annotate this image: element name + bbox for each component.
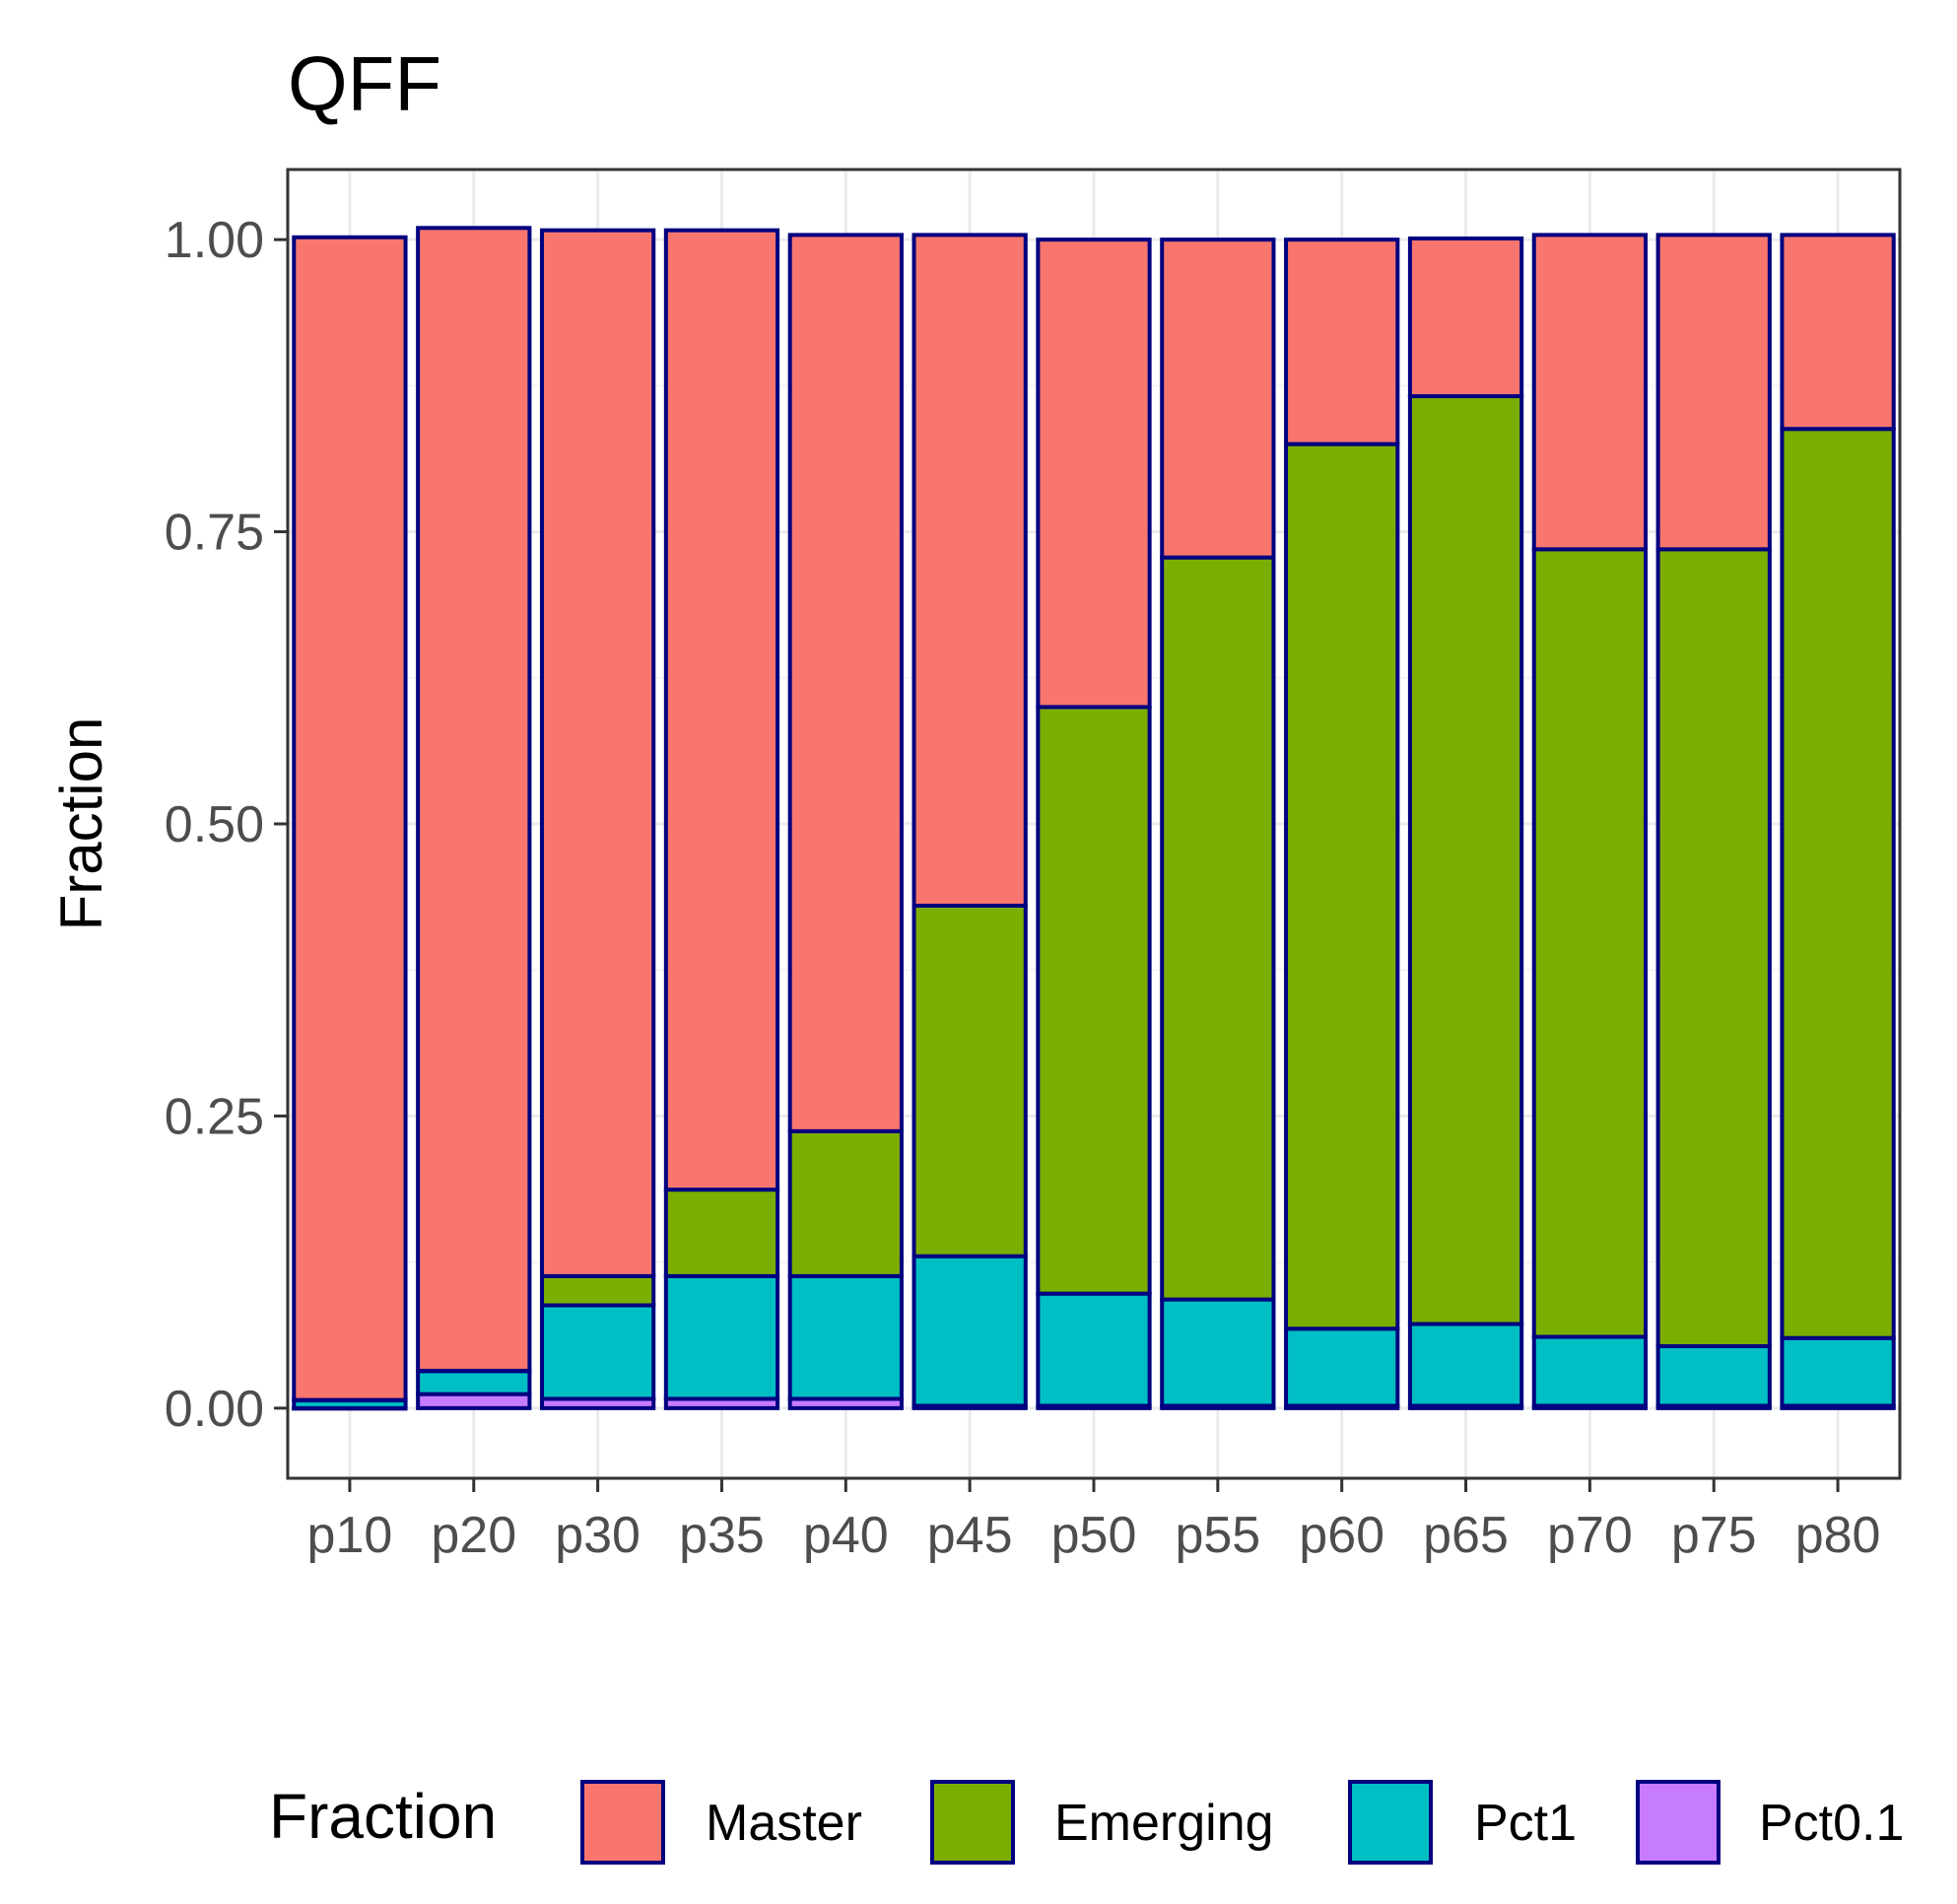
y-tick-label: 0.75 [165, 505, 264, 562]
bar-segment-master-p40: Master p40: 0.767 [787, 233, 904, 1133]
bar-segment-master-p35: Master p35: 0.821 [663, 228, 780, 1192]
x-tick-label-p80: p80 [1795, 1507, 1881, 1564]
x-tick-label-p70: p70 [1547, 1507, 1633, 1564]
bar-segment-pct1-p60: Pct1 p60: 0.066 [1284, 1326, 1400, 1408]
legend-key-pct0-1 [1636, 1780, 1721, 1865]
bar-segment-master-p10: Master p10: 0.995 [292, 235, 408, 1402]
bar-segment-master-p30: Master p30: 0.895 [539, 228, 656, 1278]
bar-segment-pct1-p20: Pct1 p20: 0.02 [416, 1368, 532, 1396]
bar-segment-master-p70: Master p70: 0.269 [1531, 233, 1649, 552]
bar-segment-emerging-p50: Emerging p50: 0.502 [1036, 705, 1152, 1296]
bar-segment-master-p60: Master p60: 0.175 [1284, 238, 1400, 446]
legend-label-pct1: Pct1 [1474, 1795, 1577, 1852]
x-tick-label-p35: p35 [679, 1507, 765, 1564]
bar-segment-emerging-p65: Emerging p65: 0.794 [1407, 394, 1524, 1326]
y-tick-label: 0.25 [165, 1088, 264, 1145]
bar-stack-p75: Pct0.1 p75: 0.002Pct1 p75: 0.051Emerging… [1655, 233, 1772, 1410]
x-tick-label-p30: p30 [555, 1507, 641, 1564]
bar-segment-emerging-p80: Emerging p80: 0.778 [1780, 427, 1896, 1340]
bar-segment-pct1-p80: Pct1 p80: 0.058 [1780, 1335, 1896, 1408]
x-tick-label-p75: p75 [1671, 1507, 1757, 1564]
bar-segment-master-p55: Master p55: 0.272 [1160, 238, 1276, 560]
legend: Fraction Master Emerging Pct1 Pct0.1 [269, 1780, 1904, 1865]
bar-segment-pct1-p30: Pct1 p30: 0.08 [539, 1303, 656, 1401]
bar-stack-p50: Pct0.1 p50: 0.002Pct1 p50: 0.096Emerging… [1036, 238, 1152, 1410]
bar-segment-emerging-p55: Emerging p55: 0.635 [1160, 555, 1276, 1302]
bar-stack-p35: Pct0.1 p35: 0.008Pct1 p35: 0.105Emerging… [663, 228, 780, 1410]
x-tick-label-p65: p65 [1423, 1507, 1509, 1564]
bar-segment-master-p80: Master p80: 0.166 [1780, 233, 1896, 432]
bar-segment-master-p65: Master p65: 0.135 [1407, 236, 1524, 399]
bar-segment-master-p45: Master p45: 0.574 [911, 233, 1028, 908]
bar-segment-pct1-p55: Pct1 p55: 0.091 [1160, 1297, 1276, 1408]
x-tick-label-p55: p55 [1175, 1507, 1260, 1564]
y-axis: 0.00 0.25 0.50 0.75 1.00 [165, 212, 288, 1438]
x-tick-label-p20: p20 [431, 1507, 516, 1564]
bar-segment-pct0-1-p20: Pct0.1 p20: 0.012 [416, 1392, 532, 1410]
legend-title: Fraction [269, 1781, 497, 1852]
legend-label-pct0-1: Pct0.1 [1759, 1795, 1904, 1852]
x-tick-label-p45: p45 [927, 1507, 1013, 1564]
bar-segment-master-p20: Master p20: 0.978 [416, 226, 532, 1373]
bar-stack-p55: Pct0.1 p55: 0.002Pct1 p55: 0.091Emerging… [1160, 238, 1276, 1410]
y-axis-title: Fraction [48, 717, 114, 931]
x-tick-label-p50: p50 [1051, 1507, 1137, 1564]
bar-segment-master-p50: Master p50: 0.4 [1036, 238, 1152, 710]
bar-stack-p60: Pct0.1 p60: 0.002Pct1 p60: 0.066Emerging… [1284, 238, 1400, 1410]
legend-key-emerging [930, 1780, 1015, 1865]
x-tick-label-p10: p10 [307, 1507, 393, 1564]
legend-label-master: Master [706, 1795, 862, 1852]
bar-stack-p70: Pct0.1 p70: 0.002Pct1 p70: 0.059Emerging… [1531, 233, 1649, 1410]
bar-segment-pct1-p50: Pct1 p50: 0.096 [1036, 1291, 1152, 1408]
bar-segment-emerging-p35: Emerging p35: 0.074 [663, 1188, 780, 1278]
x-axis: p10 p20 p30 p35 p40 p45 p50 p55 p60 p65 p70 p75 p80 [307, 1478, 1881, 1564]
bar-segment-pct1-p45: Pct1 p45: 0.128 [911, 1254, 1028, 1408]
bar-segment-master-p75: Master p75: 0.269 [1655, 233, 1772, 552]
chart-title: QFF [288, 40, 441, 127]
bar-segment-pct1-p40: Pct1 p40: 0.105 [787, 1273, 904, 1401]
y-tick-label: 0.50 [165, 796, 264, 853]
bar-segment-emerging-p40: Emerging p40: 0.124 [787, 1128, 904, 1278]
bar-segment-pct1-p35: Pct1 p35: 0.105 [663, 1273, 780, 1401]
bar-segment-emerging-p60: Emerging p60: 0.757 [1284, 442, 1400, 1331]
bar-segment-emerging-p30: Emerging p30: 0.025 [539, 1273, 656, 1308]
bar-stack-p10: Pct0.1 p10: 0Pct1 p10: 0.007Emerging p10… [292, 235, 408, 1411]
bar-segment-emerging-p45: Emerging p45: 0.3 [911, 904, 1028, 1258]
legend-key-master [580, 1780, 665, 1865]
bar-stack-p20: Pct0.1 p20: 0.012Pct1 p20: 0.02Emerging … [416, 226, 532, 1410]
bar-segment-pct1-p70: Pct1 p70: 0.059 [1531, 1334, 1649, 1408]
legend-label-emerging: Emerging [1054, 1795, 1274, 1852]
bar-stack-p45: Pct0.1 p45: 0.002Pct1 p45: 0.128Emerging… [911, 233, 1028, 1410]
x-tick-label-p40: p40 [803, 1507, 889, 1564]
bar-segment-emerging-p75: Emerging p75: 0.682 [1655, 547, 1772, 1349]
bar-segment-emerging-p70: Emerging p70: 0.674 [1531, 547, 1649, 1339]
legend-key-pct1 [1348, 1780, 1433, 1865]
bar-segment-pct1-p65: Pct1 p65: 0.07 [1407, 1322, 1524, 1408]
bar-stack-p30: Pct0.1 p30: 0.008Pct1 p30: 0.08Emerging … [539, 228, 656, 1410]
bars: Pct0.1 p10: 0Pct1 p10: 0.007Emerging p10… [292, 226, 1896, 1411]
y-tick-label: 0.00 [165, 1381, 264, 1438]
y-tick-label: 1.00 [165, 212, 264, 269]
bar-segment-pct1-p75: Pct1 p75: 0.051 [1655, 1344, 1772, 1408]
bar-stack-p65: Pct0.1 p65: 0.002Pct1 p65: 0.07Emerging … [1407, 236, 1524, 1410]
x-tick-label-p60: p60 [1299, 1507, 1384, 1564]
bar-stack-p80: Pct0.1 p80: 0.002Pct1 p80: 0.058Emerging… [1780, 233, 1896, 1410]
bar-stack-p40: Pct0.1 p40: 0.008Pct1 p40: 0.105Emerging… [787, 233, 904, 1410]
